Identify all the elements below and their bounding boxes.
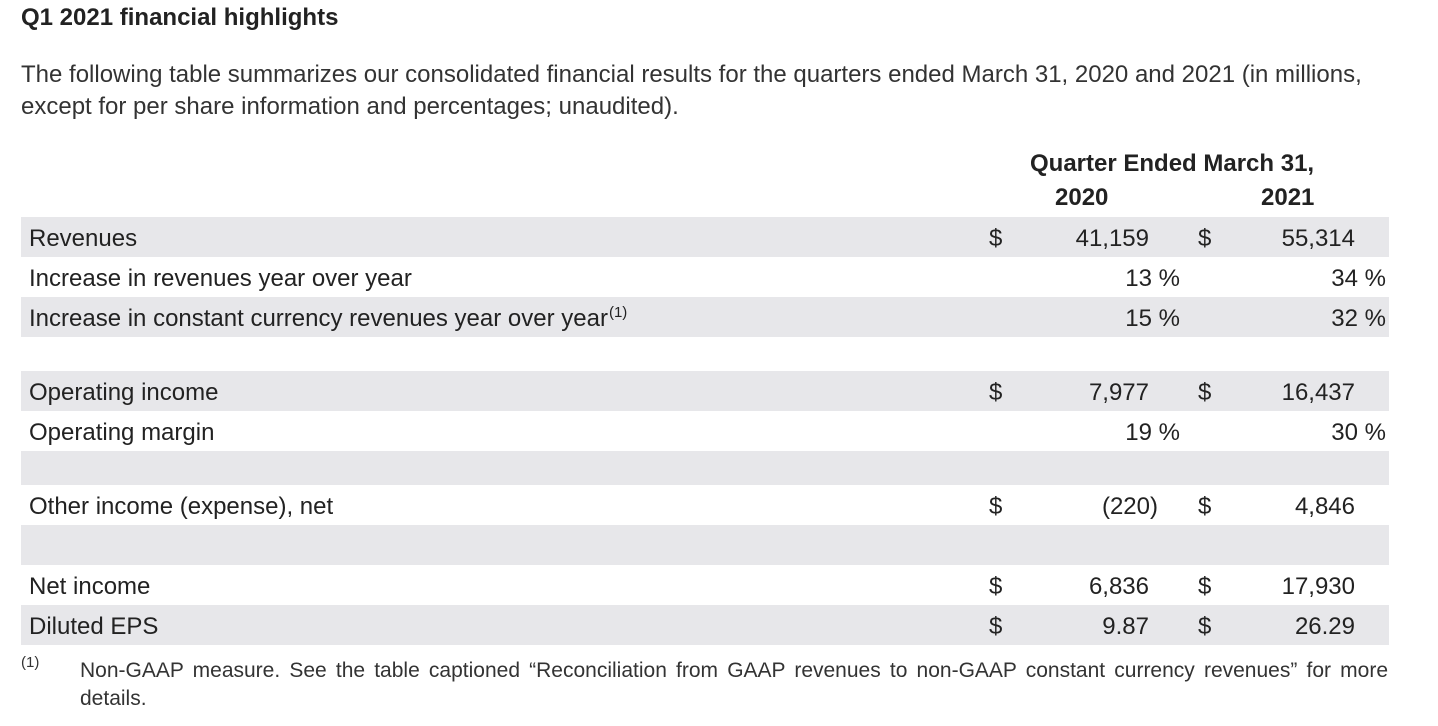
value-2020: 9.87: [1102, 613, 1149, 640]
row-label: Net income: [29, 573, 151, 600]
table-row-revenues: Revenues $ 41,159 $ 55,314: [21, 219, 1389, 259]
value-2020: 6,836: [1088, 573, 1149, 600]
table-row-revenue-growth: Increase in revenues year over year 13 %…: [21, 259, 1389, 299]
row-label: Operating margin: [29, 419, 215, 446]
table-row-diluted-eps: Diluted EPS $ 9.87 $ 26.29: [21, 607, 1389, 647]
column-group-header: Quarter Ended March 31,: [1030, 150, 1315, 177]
row-shade-band: [21, 217, 1389, 257]
value-2020: 13 %: [1125, 265, 1180, 292]
row-label: Operating income: [29, 379, 219, 406]
value-2021: 17,930: [1281, 573, 1355, 600]
table-row-other-income: Other income (expense), net $ (220) $ 4,…: [21, 487, 1389, 527]
row-label: Revenues: [29, 225, 138, 252]
currency-symbol: $: [989, 225, 1003, 252]
value-2020: 15 %: [1125, 305, 1180, 332]
row-spacer-band: [21, 451, 1389, 485]
value-2021: 55,314: [1281, 225, 1355, 252]
row-shade-band: [21, 371, 1389, 411]
row-label: Diluted EPS: [29, 613, 159, 640]
row-label-text: Increase in constant currency revenues y…: [29, 305, 608, 332]
value-2020: 7,977: [1088, 379, 1149, 406]
row-label: Increase in constant currency revenues y…: [29, 299, 627, 339]
currency-symbol: $: [1198, 379, 1212, 406]
table-row-net-income: Net income $ 6,836 $ 17,930: [21, 567, 1389, 607]
currency-symbol: $: [1198, 573, 1212, 600]
table-row-operating-income: Operating income $ 7,977 $ 16,437: [21, 373, 1389, 413]
footnote-text: Non-GAAP measure. See the table captione…: [80, 659, 1388, 710]
value-2020: 19 %: [1125, 419, 1180, 446]
value-2021: 30 %: [1331, 419, 1386, 446]
row-spacer-band: [21, 525, 1389, 565]
row-shade-band: [21, 297, 1389, 337]
currency-symbol: $: [989, 613, 1003, 640]
value-2021: 4,846: [1294, 493, 1355, 520]
intro-paragraph: The following table summarizes our conso…: [21, 61, 1362, 120]
row-label: Other income (expense), net: [29, 493, 334, 520]
column-header-2020: 2020: [1055, 184, 1109, 211]
value-2020: 41,159: [1075, 225, 1149, 252]
row-label: Increase in revenues year over year: [29, 265, 412, 292]
currency-symbol: $: [1198, 493, 1212, 520]
column-header-2021: 2021: [1261, 184, 1315, 211]
currency-symbol: $: [1198, 225, 1212, 252]
currency-symbol: $: [1198, 613, 1212, 640]
section-heading: Q1 2021 financial highlights: [21, 4, 339, 31]
row-shade-band: [21, 605, 1389, 645]
footnote-reference: (1): [608, 304, 628, 321]
currency-symbol: $: [989, 573, 1003, 600]
table-row-constant-currency-growth: Increase in constant currency revenues y…: [21, 299, 1389, 339]
value-2021: 26.29: [1294, 613, 1355, 640]
currency-symbol: $: [989, 379, 1003, 406]
currency-symbol: $: [989, 493, 1003, 520]
value-2021: 34 %: [1331, 265, 1386, 292]
value-2021: 32 %: [1331, 305, 1386, 332]
table-row-operating-margin: Operating margin 19 % 30 %: [21, 413, 1389, 453]
value-2020: (220): [1101, 493, 1158, 520]
value-2021: 16,437: [1281, 379, 1355, 406]
footnote-mark: (1): [21, 654, 40, 671]
